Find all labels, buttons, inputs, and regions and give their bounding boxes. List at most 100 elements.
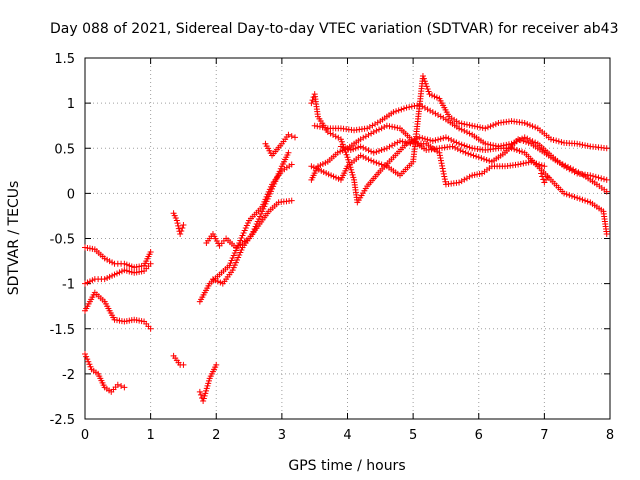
data-point bbox=[121, 384, 128, 391]
data-point bbox=[400, 105, 407, 112]
data-point bbox=[424, 136, 431, 143]
data-point bbox=[441, 173, 448, 180]
data-point bbox=[442, 134, 449, 141]
data-point bbox=[404, 139, 411, 146]
data-point bbox=[427, 137, 434, 144]
data-point bbox=[270, 183, 277, 190]
data-point bbox=[231, 250, 238, 257]
data-point bbox=[561, 163, 568, 170]
data-point bbox=[487, 141, 494, 148]
data-point bbox=[582, 142, 589, 149]
data-point bbox=[461, 142, 468, 149]
data-point bbox=[376, 147, 382, 154]
data-point bbox=[450, 138, 457, 145]
data-point bbox=[238, 247, 245, 254]
data-point bbox=[440, 168, 447, 175]
data-point bbox=[259, 208, 266, 215]
data-point bbox=[505, 141, 512, 148]
x-tick-label: 7 bbox=[540, 428, 548, 443]
data-point bbox=[85, 358, 92, 365]
data-point bbox=[500, 142, 507, 149]
data-point bbox=[285, 131, 292, 138]
data-point bbox=[458, 141, 465, 148]
data-point bbox=[547, 136, 554, 143]
data-point bbox=[582, 197, 589, 204]
data-point bbox=[490, 142, 497, 149]
data-point bbox=[365, 147, 372, 154]
x-tick-label: 2 bbox=[212, 428, 220, 443]
data-point bbox=[463, 121, 470, 128]
data-point bbox=[381, 123, 388, 130]
data-point bbox=[458, 178, 465, 185]
data-point bbox=[456, 119, 463, 126]
data-point bbox=[227, 260, 234, 267]
data-point bbox=[369, 122, 376, 129]
data-point bbox=[242, 224, 249, 231]
data-point bbox=[200, 397, 207, 404]
data-point bbox=[484, 124, 491, 131]
data-point bbox=[360, 144, 367, 151]
data-point bbox=[439, 165, 446, 172]
data-point bbox=[378, 147, 385, 154]
data-point bbox=[421, 78, 428, 85]
data-point bbox=[524, 121, 531, 128]
data-point bbox=[439, 162, 446, 169]
data-point bbox=[381, 146, 388, 153]
chart-title: Day 088 of 2021, Sidereal Day-to-day VTE… bbox=[50, 21, 619, 37]
data-point bbox=[515, 161, 522, 168]
data-point bbox=[232, 259, 239, 266]
y-tick-label: 1.5 bbox=[54, 52, 75, 67]
data-point bbox=[236, 252, 243, 259]
data-point bbox=[311, 122, 318, 129]
data-point bbox=[345, 156, 352, 163]
data-point bbox=[449, 143, 456, 150]
data-point bbox=[466, 173, 473, 180]
data-point bbox=[445, 135, 452, 142]
data-point bbox=[521, 134, 528, 141]
data-point bbox=[482, 125, 489, 132]
data-point bbox=[466, 122, 473, 129]
data-point bbox=[440, 170, 447, 177]
data-point bbox=[435, 112, 442, 119]
data-point bbox=[475, 154, 482, 161]
data-point bbox=[243, 222, 250, 229]
data-point bbox=[508, 140, 515, 147]
data-point bbox=[568, 167, 575, 174]
x-tick-label: 1 bbox=[146, 428, 154, 443]
y-tick-label: -1.5 bbox=[50, 323, 75, 338]
data-point bbox=[603, 176, 610, 183]
data-point bbox=[438, 160, 445, 167]
data-point bbox=[234, 257, 241, 264]
data-point bbox=[513, 147, 520, 154]
data-point bbox=[579, 141, 586, 148]
data-point bbox=[442, 178, 449, 185]
data-point bbox=[308, 100, 315, 107]
data-point bbox=[337, 136, 344, 143]
data-point bbox=[458, 120, 465, 127]
data-point bbox=[530, 159, 537, 166]
data-point bbox=[408, 103, 415, 110]
data-point bbox=[205, 380, 212, 387]
data-point bbox=[603, 230, 610, 237]
data-point bbox=[235, 254, 242, 261]
data-point bbox=[403, 104, 410, 111]
data-point bbox=[463, 143, 470, 150]
data-point bbox=[394, 139, 401, 146]
data-point bbox=[466, 130, 473, 137]
data-point bbox=[260, 205, 267, 212]
axis-ticks: 0 1 2 3 4 5 6 7 8 -2.5 -2 -1.5 -1 -0.5 0 0.5 1 1.5 bbox=[50, 52, 615, 443]
data-point bbox=[249, 230, 256, 237]
data-point bbox=[244, 219, 251, 226]
data-point bbox=[422, 80, 429, 87]
data-point bbox=[203, 385, 210, 392]
data-point bbox=[394, 124, 401, 131]
data-point bbox=[587, 172, 594, 179]
data-point bbox=[83, 353, 90, 360]
data-point bbox=[277, 165, 284, 172]
data-points bbox=[82, 73, 610, 404]
y-tick-label: 1 bbox=[67, 97, 75, 112]
y-tick-label: 0 bbox=[67, 187, 75, 202]
data-point bbox=[173, 217, 180, 224]
data-point bbox=[269, 185, 276, 192]
data-point bbox=[568, 193, 575, 200]
